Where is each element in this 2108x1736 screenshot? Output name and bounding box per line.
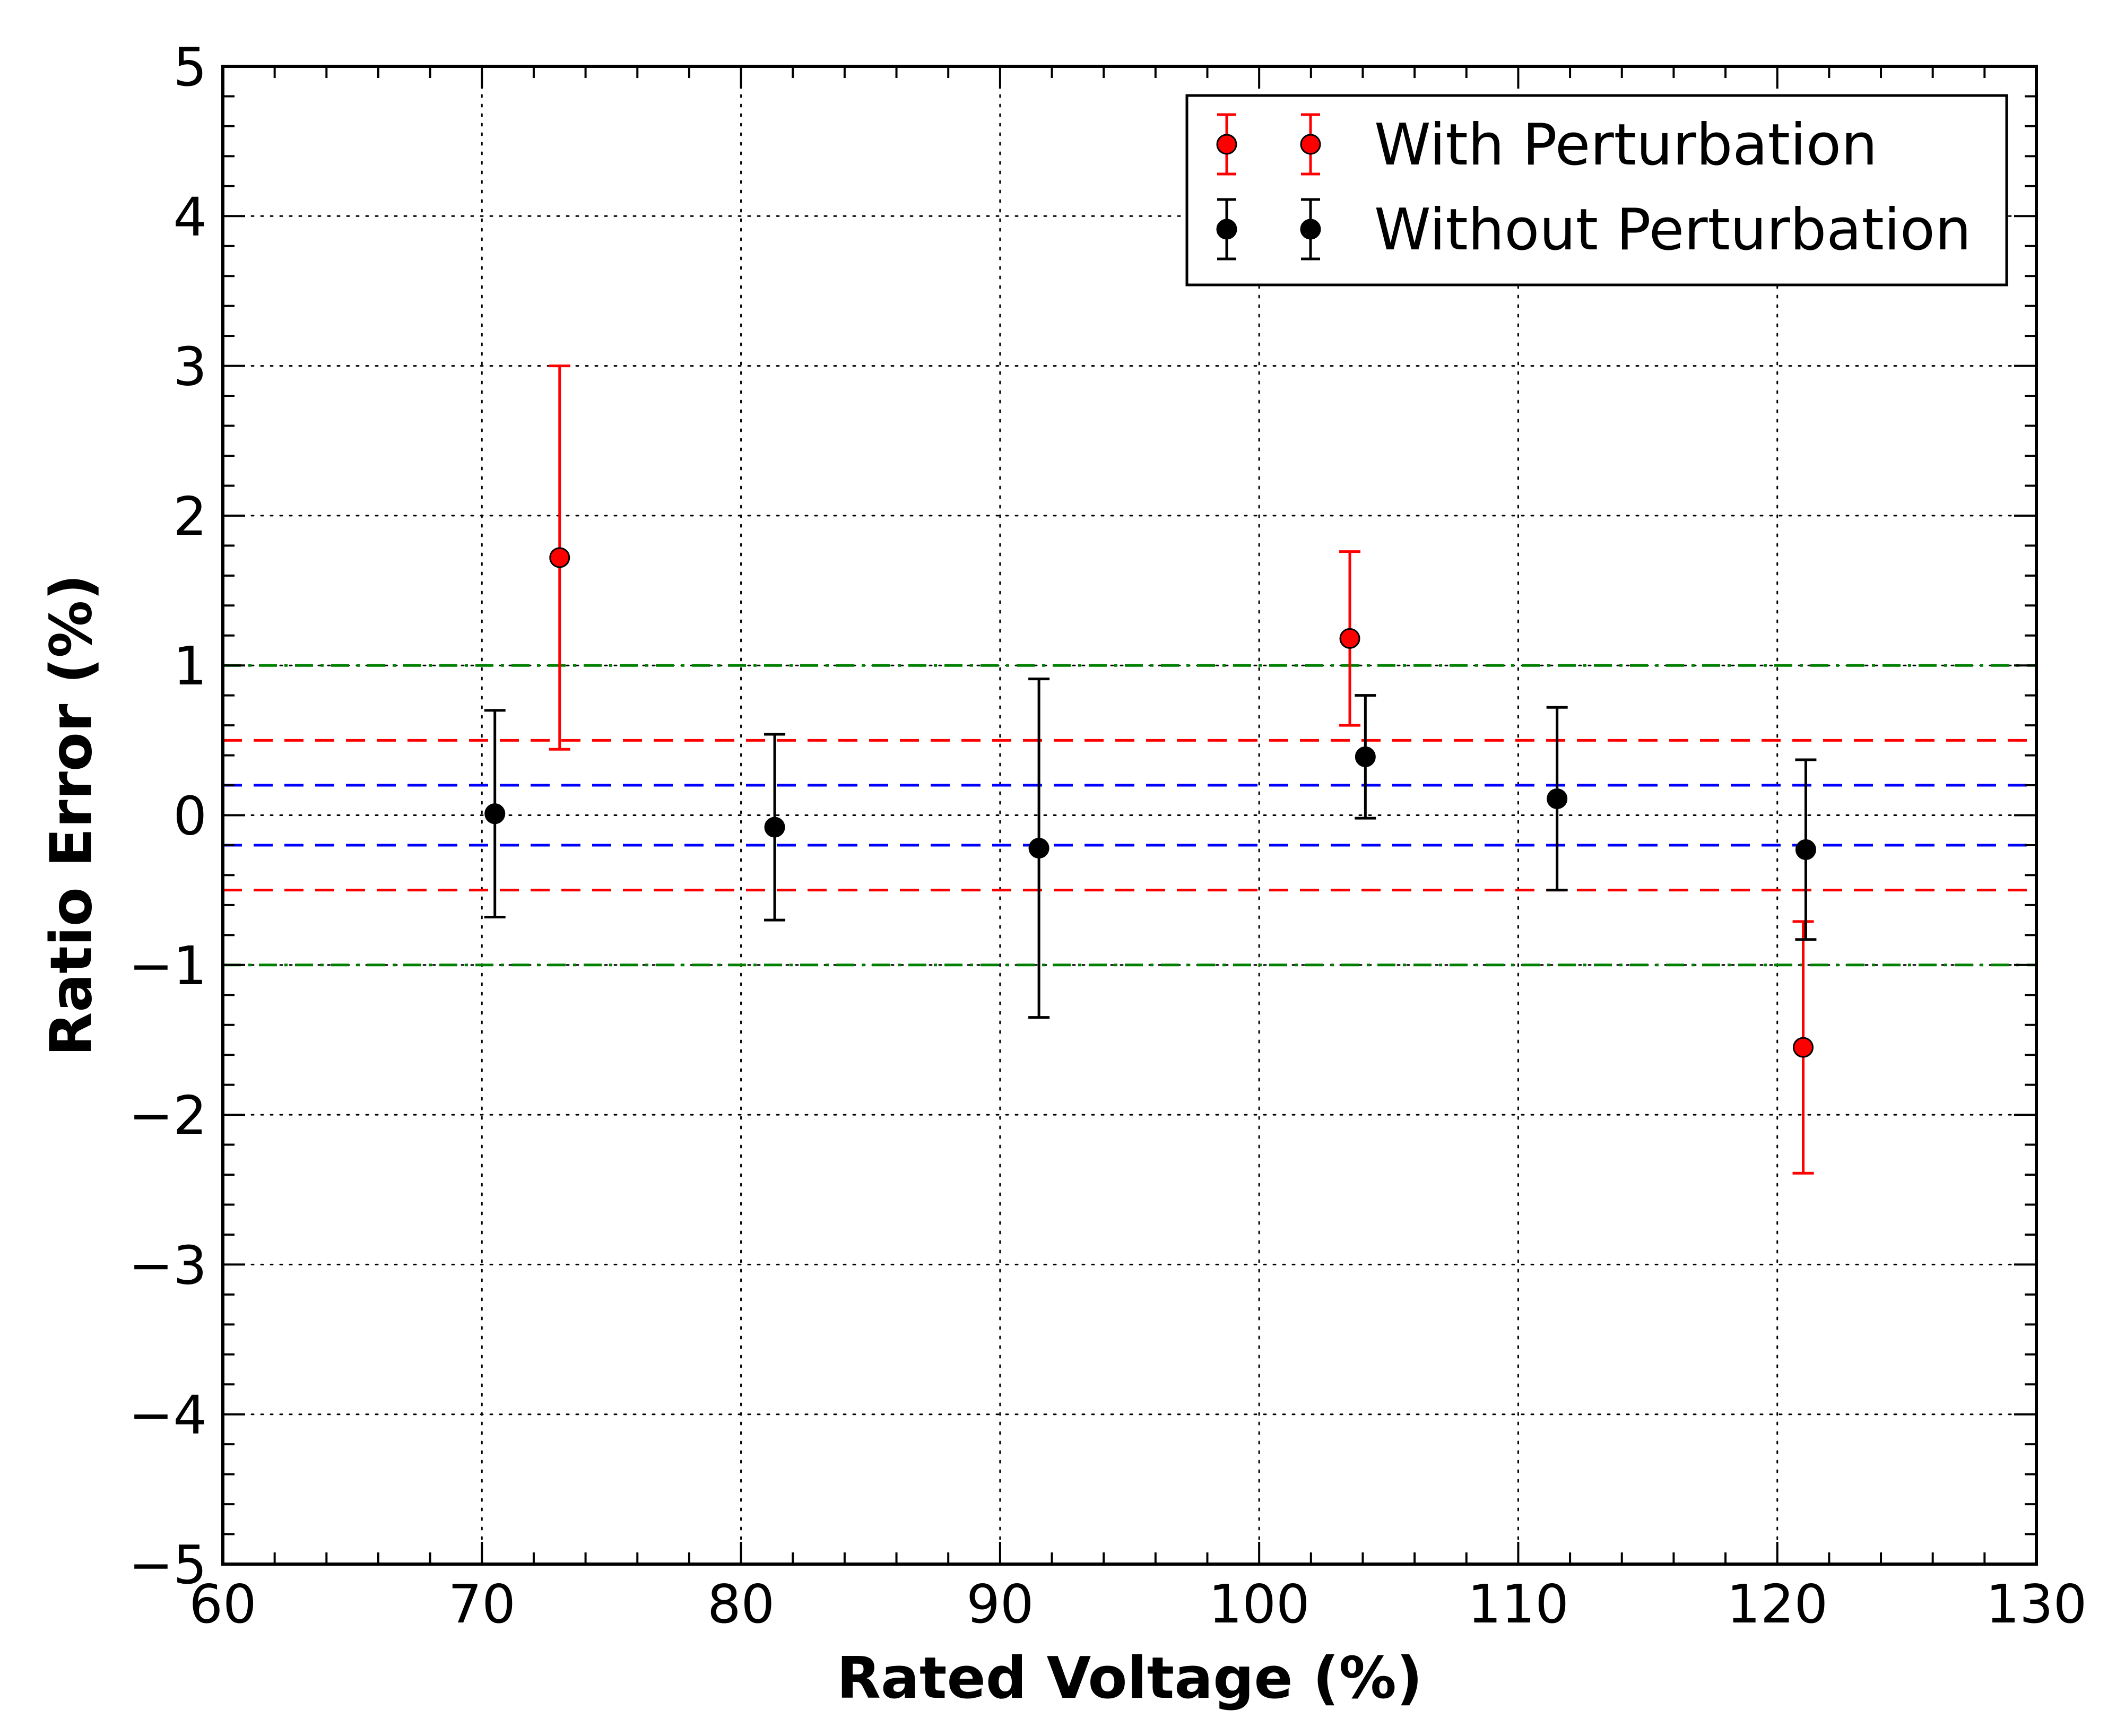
data-series [484,364,1817,1175]
legend: With Perturbation Without Perturbation [1185,94,2008,287]
plot-frame [221,65,2038,1566]
y-tick-label: −4 [129,1384,207,1446]
x-tick-label: 60 [189,1573,256,1635]
y-tick-label: −3 [129,1234,207,1296]
y-tick-labels: −5 −4 −3 −2 −1 0 1 2 3 4 5 [129,36,207,1596]
y-tick-label: 1 [173,635,207,697]
y-tick-label: 3 [173,336,207,398]
x-tick-label: 90 [966,1573,1034,1635]
legend-marker [1300,219,1321,240]
data-point [1793,1037,1814,1058]
y-tick-label: 2 [173,485,207,548]
legend-box [1185,94,2008,287]
data-point [1795,839,1816,860]
x-tick-label: 120 [1727,1573,1828,1635]
data-point [1028,838,1049,859]
reference-lines [223,664,2036,967]
x-axis-label: Rated Voltage (%) [837,1645,1422,1712]
y-tick-label: −5 [129,1534,207,1596]
y-tick-label: 4 [173,186,207,248]
legend-entries: With Perturbation Without Perturbation [1216,112,1971,263]
legend-marker [1216,134,1237,155]
legend-marker [1216,219,1237,240]
legend-label: With Perturbation [1374,112,1877,178]
legend-entry: With Perturbation [1216,112,1877,178]
y-tick-label: 0 [173,785,207,847]
x-tick-label: 100 [1209,1573,1310,1635]
x-tick-labels: 60 70 80 90 100 110 120 130 [189,1573,2087,1635]
series-without-perturbation [484,678,1817,1019]
y-tick-label: 5 [173,36,207,98]
y-tick-label: −2 [129,1084,207,1147]
data-point [549,547,570,568]
legend-marker [1300,134,1321,155]
y-tick-label: −1 [129,935,207,997]
data-point [1355,746,1376,767]
series-with-perturbation [549,364,1814,1175]
data-point [484,803,506,824]
data-point [1547,788,1568,809]
x-tick-label: 70 [448,1573,516,1635]
x-tick-label: 80 [707,1573,775,1635]
data-point [764,817,785,838]
x-tick-label: 110 [1468,1573,1569,1635]
legend-label: Without Perturbation [1374,197,1971,263]
minor-ticks [223,66,2036,1564]
y-axis-label: Ratio Error (%) [39,574,105,1056]
data-point [1339,628,1360,649]
x-tick-label: 130 [1986,1573,2087,1635]
legend-entry: Without Perturbation [1216,197,1971,263]
